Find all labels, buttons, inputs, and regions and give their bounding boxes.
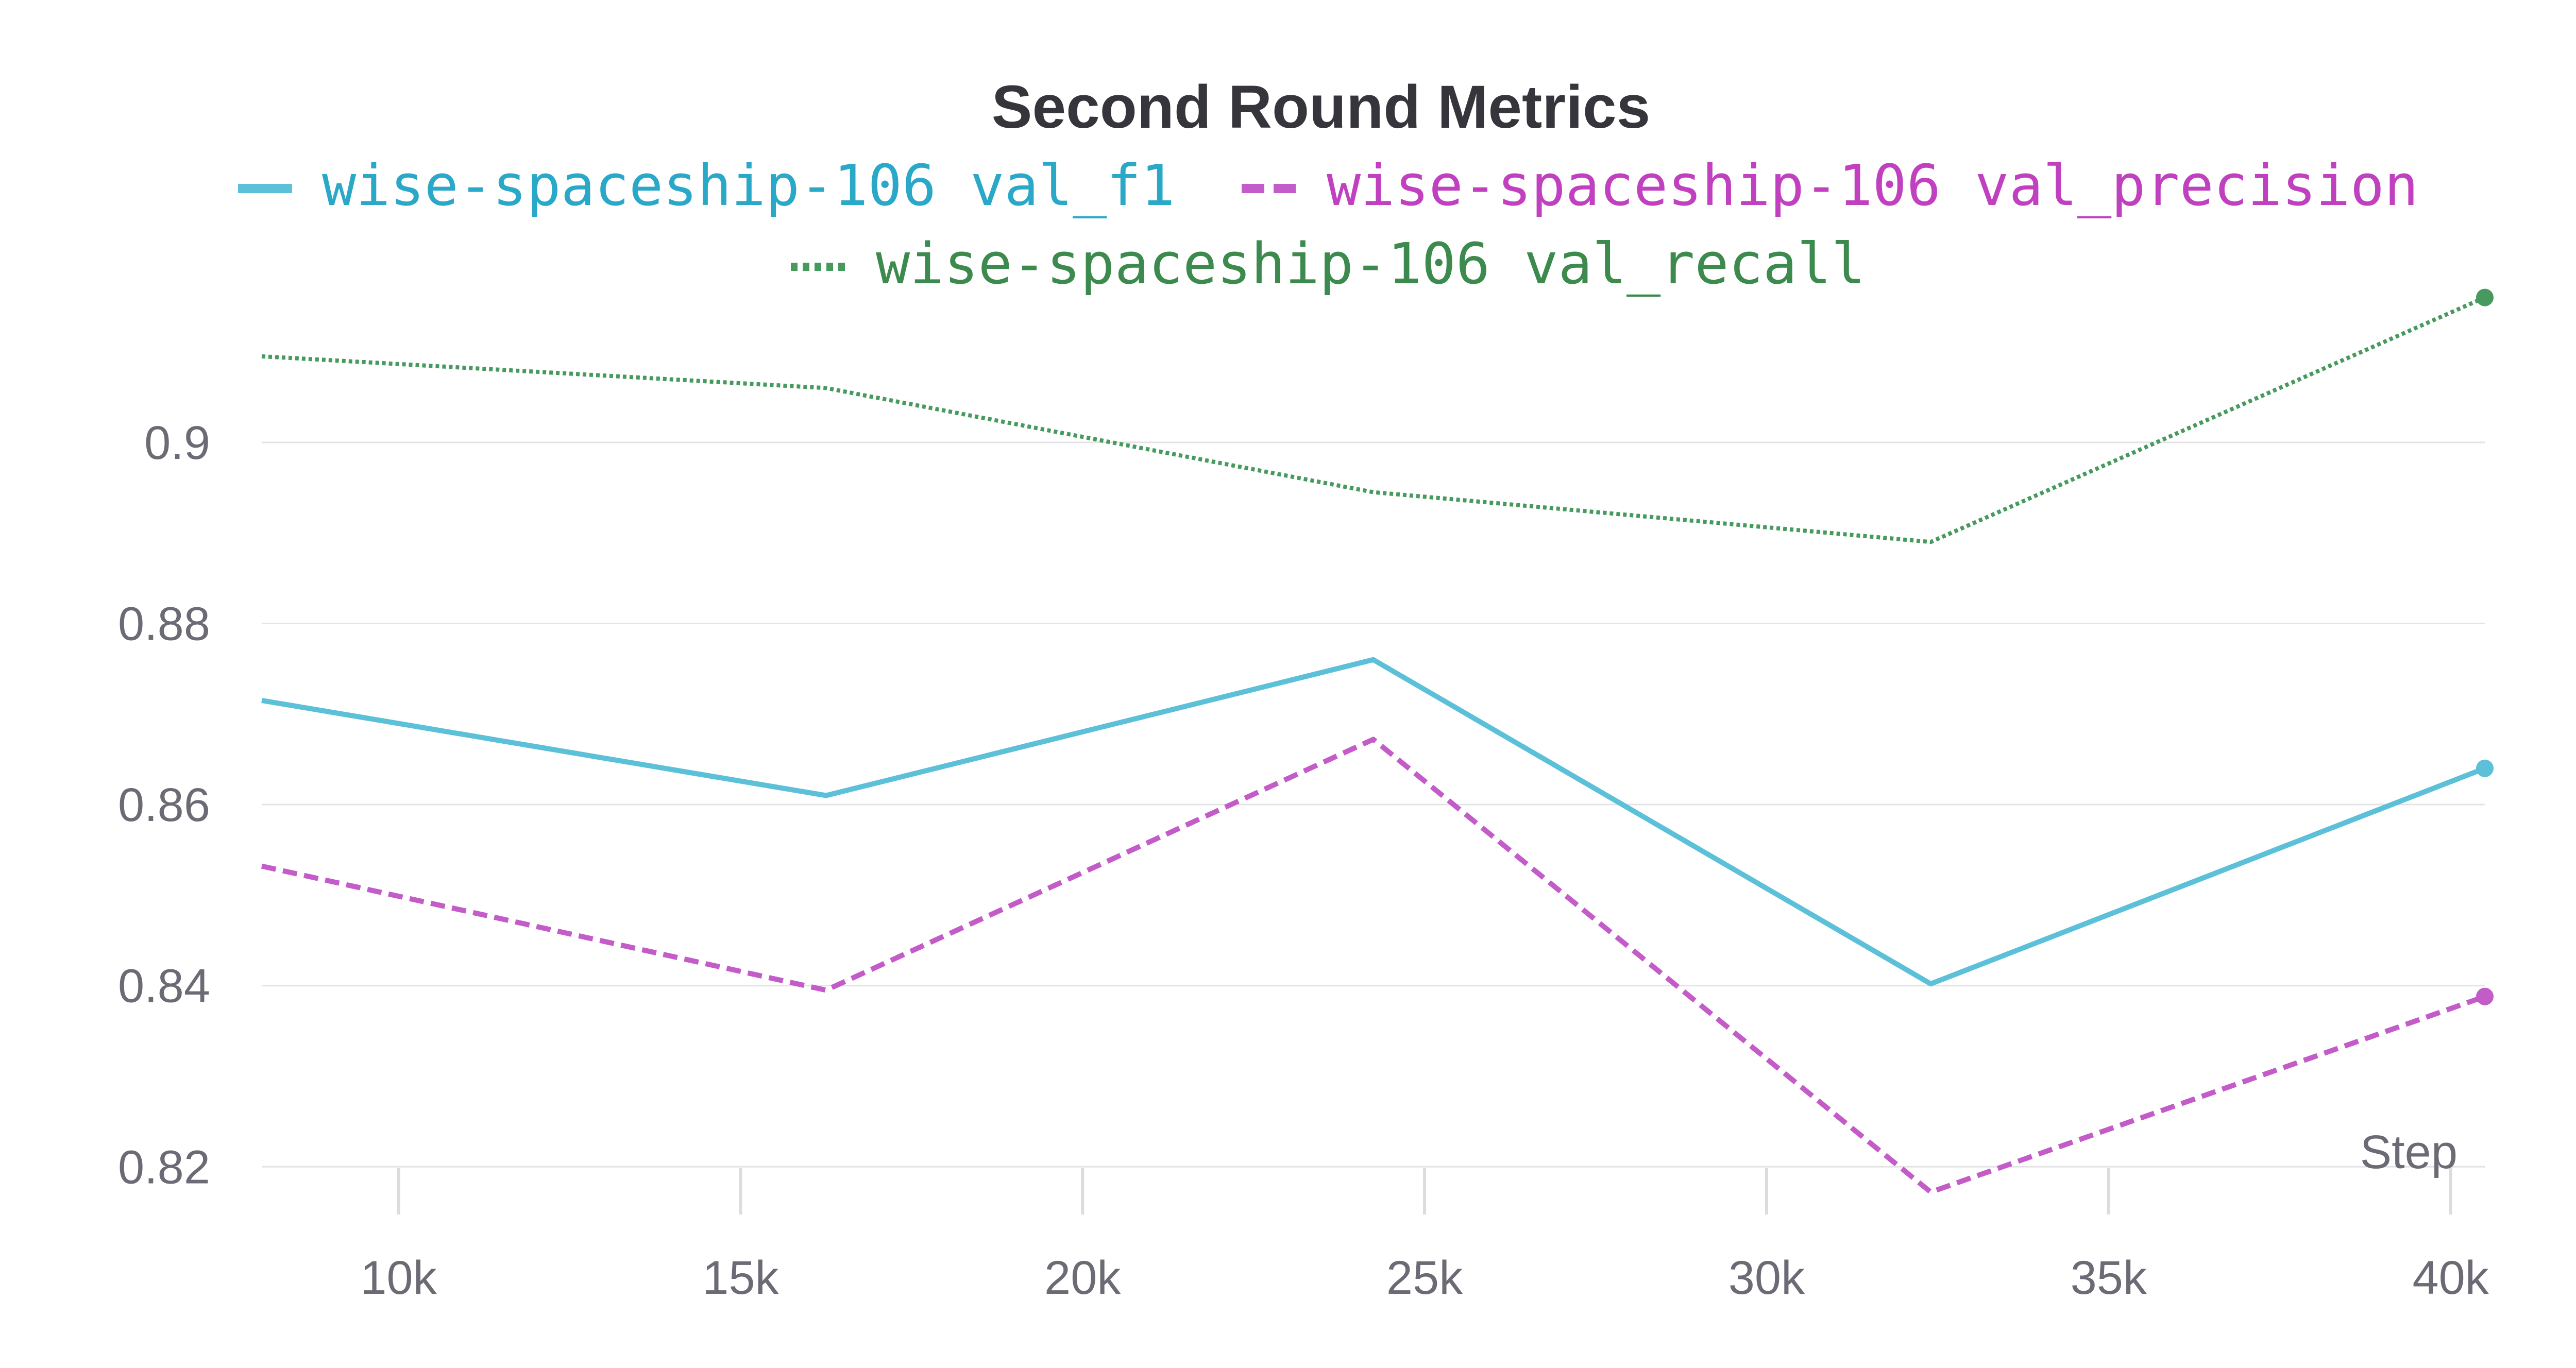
x-tick-label: 15k — [702, 1252, 779, 1304]
x-tick-label: 25k — [1386, 1252, 1463, 1304]
x-axis-ticks: 10k 15k 20k 25k 30k 35k 40k — [360, 1168, 2489, 1304]
legend-label-2: wise-spaceship-106 val_recall — [876, 231, 1866, 297]
y-tick-label: 0.86 — [118, 779, 210, 831]
x-axis-label: Step — [2360, 1126, 2458, 1178]
y-tick-label: 0.9 — [144, 417, 210, 469]
series-line-0 — [261, 657, 2486, 987]
x-tick-label: 40k — [2412, 1252, 2489, 1304]
y-tick-label: 0.84 — [118, 960, 210, 1013]
series-lines — [261, 288, 2494, 1195]
x-tick-label: 10k — [360, 1252, 437, 1304]
series-line-1 — [261, 737, 2486, 1195]
series-endpoint-0 — [2476, 759, 2494, 777]
legend-label-0: wise-spaceship-106 val_f1 — [322, 152, 1175, 218]
legend: wise-spaceship-106 val_f1 wise-spaceship-… — [238, 152, 2418, 297]
series-endpoint-1 — [2476, 987, 2494, 1005]
x-tick-label: 30k — [1728, 1252, 1805, 1304]
chart-title: Second Round Metrics — [992, 73, 1650, 141]
grid — [262, 441, 2485, 1168]
y-tick-label: 0.88 — [118, 597, 210, 650]
series-endpoint-2 — [2476, 288, 2494, 306]
legend-label-1: wise-spaceship-106 val_precision — [1327, 152, 2418, 218]
y-axis-ticks: 0.82 0.84 0.86 0.88 0.9 — [118, 417, 210, 1193]
series-line-2 — [261, 295, 2486, 544]
x-tick-label: 35k — [2071, 1252, 2147, 1304]
y-tick-label: 0.82 — [118, 1141, 210, 1193]
x-tick-label: 20k — [1044, 1252, 1121, 1304]
